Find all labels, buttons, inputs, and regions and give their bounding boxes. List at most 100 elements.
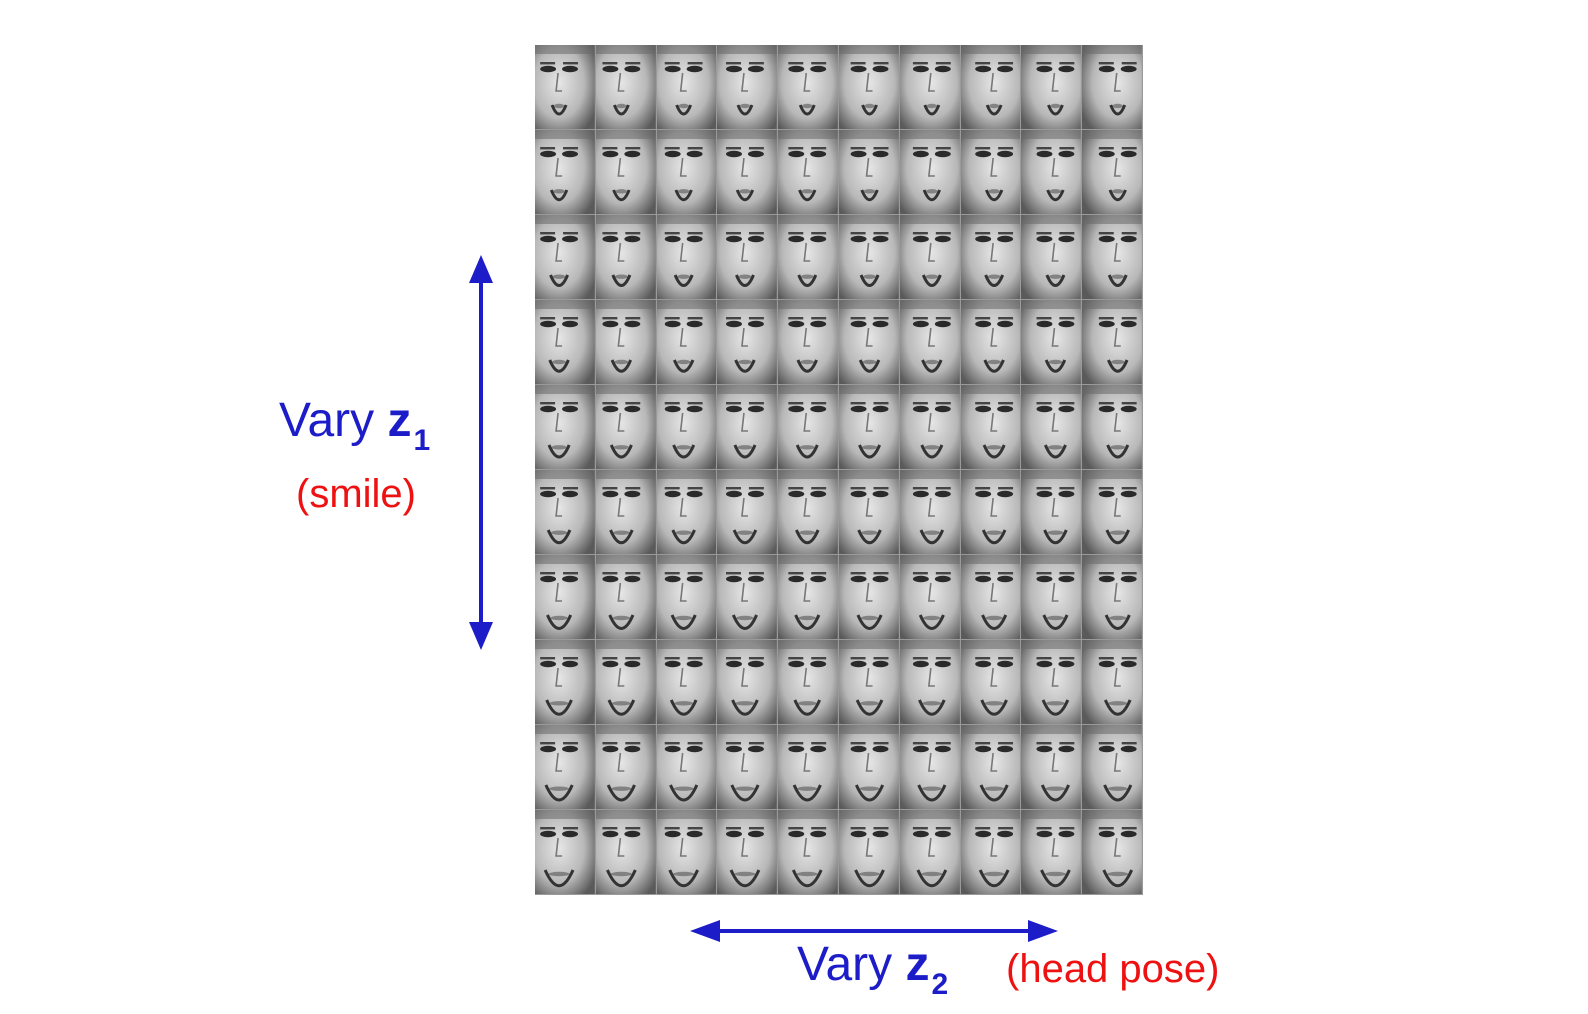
face-tile [899,385,960,469]
z2-note: (head pose) [1006,947,1220,991]
face-tile [960,215,1021,299]
face-tile [960,300,1021,384]
arrow-head-left [690,920,720,942]
z2-prefix: Vary [797,938,906,991]
face-tile [1021,385,1082,469]
face-tile [717,555,778,639]
face-tile [1082,130,1142,214]
horizontal-arrow [690,920,1058,942]
face-tile [656,130,717,214]
face-tile [960,810,1021,894]
face-tile [899,300,960,384]
face-tile [656,300,717,384]
face-tile [839,130,899,214]
face-tile [717,385,778,469]
arrow-head-down [469,622,493,650]
face-tile [1021,215,1082,299]
face-tile [595,385,656,469]
face-tile [717,300,778,384]
face-tile [595,215,656,299]
face-tile [595,45,656,129]
face-tile [535,215,595,299]
face-tile [1082,725,1142,809]
face-tile [778,555,838,639]
face-tile [535,300,595,384]
face-tile [839,640,899,724]
face-tile [778,385,838,469]
face-tile [778,725,838,809]
face-tile [1082,215,1142,299]
face-tile [1082,470,1142,554]
face-tile [960,130,1021,214]
face-tile [960,725,1021,809]
face-tile [960,385,1021,469]
face-tile [778,300,838,384]
z1-variable: z [387,394,412,447]
face-tile [839,470,899,554]
face-tile [839,215,899,299]
face-tile [1021,45,1082,129]
face-tile [535,385,595,469]
face-tile [595,810,656,894]
face-tile [717,130,778,214]
arrow-head-up [469,255,493,283]
face-tile [899,45,960,129]
face-tile [778,45,838,129]
face-tile [535,725,595,809]
face-tile [1082,640,1142,724]
face-tile [839,810,899,894]
z1-note: (smile) [296,472,416,516]
z2-subscript: 2 [931,968,949,1001]
face-tile [595,640,656,724]
face-tile [1021,470,1082,554]
arrow-head-right [1028,920,1058,942]
face-tile [595,555,656,639]
face-tile [778,640,838,724]
face-grid [535,45,1143,895]
face-tile [899,555,960,639]
face-tile [656,215,717,299]
face-tile [1021,130,1082,214]
face-tile [595,470,656,554]
face-tile [1021,640,1082,724]
z2-label: Vary z2 [797,938,948,1000]
face-tile [899,810,960,894]
face-tile [595,300,656,384]
face-tile [960,640,1021,724]
face-tile [717,640,778,724]
face-tile [595,725,656,809]
face-tile [778,130,838,214]
face-tile [839,725,899,809]
face-tile [1082,385,1142,469]
z2-variable: z [905,938,930,991]
face-tile [1082,555,1142,639]
z1-prefix: Vary [279,394,388,447]
vertical-arrow [469,255,493,650]
face-tile [899,640,960,724]
face-tile [1082,45,1142,129]
face-tile [535,45,595,129]
face-tile [899,215,960,299]
face-tile [960,45,1021,129]
face-tile [899,725,960,809]
z1-subscript: 1 [413,424,431,457]
face-tile [656,555,717,639]
face-tile [656,810,717,894]
face-tile [1082,810,1142,894]
face-tile [1021,810,1082,894]
face-tile [717,725,778,809]
face-tile [656,45,717,129]
z1-label: Vary z1 [279,394,430,456]
face-tile [839,45,899,129]
face-tile [535,810,595,894]
face-tile [1021,300,1082,384]
face-tile [535,470,595,554]
face-tile [717,470,778,554]
face-tile [778,810,838,894]
face-tile [778,470,838,554]
face-tile [960,555,1021,639]
face-tile [839,300,899,384]
face-tile [778,215,838,299]
face-tile [717,45,778,129]
face-tile [595,130,656,214]
